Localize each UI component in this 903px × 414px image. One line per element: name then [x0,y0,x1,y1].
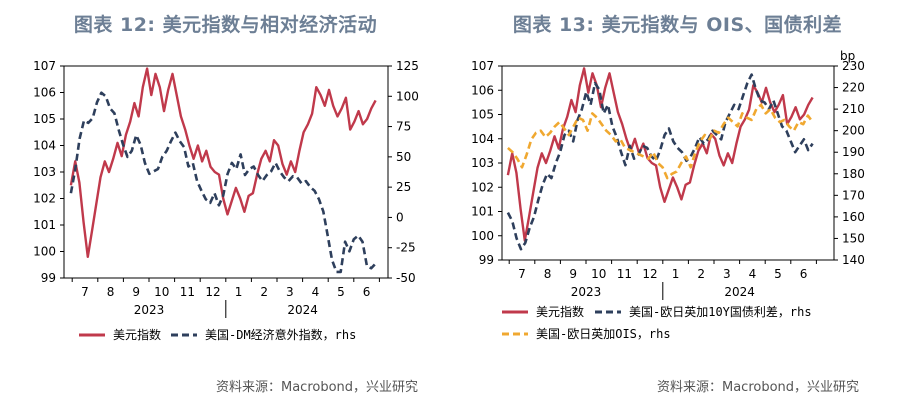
left-x-tick-label: 7 [81,285,89,299]
left-left-tick-label: 99 [41,271,56,285]
left-year-label: 2023 [134,303,165,317]
left-left-tick-label: 107 [33,59,56,73]
right-left-tick-label: 106 [471,83,494,97]
left-legend-label: 美国-DM经济意外指数，rhs [205,327,356,342]
right-x-tick-label: 12 [642,267,657,281]
right-left-tick-label: 102 [471,180,494,194]
left-x-tick-label: 6 [363,285,371,299]
left-right-tick-label: 100 [396,89,419,103]
right-series-line-2 [507,103,814,180]
left-source-note: 资料来源：Macrobond，兴业研究 [216,380,419,395]
left-right-tick-label: -50 [396,271,416,285]
left-x-tick-label: 11 [180,285,195,299]
right-legend-label: 美国-欧日英加10Y国债利差，rhs [629,305,812,319]
right-x-tick-label: 1 [672,267,680,281]
right-x-tick-label: 8 [544,267,552,281]
left-right-tick-label: 50 [396,150,411,164]
left-year-label: 2024 [287,303,318,317]
left-chart-panel: 图表 12: 美元指数与相对经济活动 107 106 105 104 103 102 101… [0,0,451,414]
right-left-tick-label: 105 [471,108,494,122]
left-x-tick-label: 9 [132,285,140,299]
left-x-tick-label: 4 [312,285,320,299]
right-right-tick-label: 200 [842,124,865,138]
right-series-line-0 [506,67,814,242]
right-right-tick-label: 220 [842,81,865,95]
right-right-tick-label: 160 [842,210,865,224]
right-left-tick-label: 100 [471,229,494,243]
right-year-label: 2023 [571,285,602,299]
left-left-tick-label: 103 [33,165,56,179]
right-x-tick-label: 10 [591,267,606,281]
right-x-tick-label: 5 [774,267,782,281]
left-x-tick-label: 3 [286,285,294,299]
left-left-tick-label: 100 [33,245,56,259]
left-plot-frame [63,65,389,279]
left-x-tick-label: 10 [154,285,169,299]
right-right-tick-label: 230 [842,59,865,73]
right-source-note: 资料来源：Macrobond，兴业研究 [657,380,860,395]
left-series-line-0 [69,67,377,258]
right-plot-frame [501,65,835,261]
left-right-tick-label: 125 [396,59,419,73]
left-series-line-1 [69,91,377,274]
left-left-tick-label: 105 [33,112,56,126]
left-x-tick-label: 5 [337,285,345,299]
right-x-tick-label: 3 [723,267,731,281]
right-year-label: 2024 [724,285,755,299]
right-right-tick-label: 190 [842,145,865,159]
right-x-tick-label: 4 [749,267,757,281]
right-legend-label: 美国-欧日英加OIS，rhs [536,327,671,341]
right-chart-svg: 1071061051041031021011009923022021020019… [471,49,865,341]
left-x-tick-label: 1 [235,285,243,299]
right-left-tick-label: 101 [471,205,494,219]
right-right-tick-label: 180 [842,167,865,181]
left-left-tick-label: 106 [33,86,56,100]
right-right-axis-unit: bp [840,49,855,63]
right-right-tick-label: 210 [842,102,865,116]
left-x-tick-label: 2 [260,285,268,299]
right-left-tick-label: 103 [471,156,494,170]
right-right-tick-label: 170 [842,188,865,202]
right-chart-title: 图表 13: 美元指数与 OIS、国债利差 [512,14,843,36]
left-left-tick-label: 102 [33,192,56,206]
right-x-tick-label: 6 [800,267,808,281]
right-chart-panel: 图表 13: 美元指数与 OIS、国债利差 107 106 105 104 103 102… [452,0,903,414]
right-left-tick-label: 99 [479,253,494,267]
right-legend-label: 美元指数 [536,304,584,319]
right-left-tick-label: 107 [471,59,494,73]
right-x-tick-label: 11 [617,267,632,281]
right-series-line-1 [506,73,814,251]
right-x-tick-label: 7 [518,267,526,281]
left-chart-svg: 107106105104103102101100991251007550250-… [33,59,419,342]
right-right-tick-label: 150 [842,231,865,245]
left-x-tick-label: 8 [107,285,115,299]
left-right-tick-label: -25 [396,241,416,255]
right-x-tick-label: 9 [569,267,577,281]
left-right-tick-label: 25 [396,180,411,194]
left-right-tick-label: 0 [396,210,404,224]
right-left-tick-label: 104 [471,132,494,146]
right-right-tick-label: 140 [842,253,865,267]
left-right-tick-label: 75 [396,120,411,134]
left-chart-title: 图表 12: 美元指数与相对经济活动 [73,14,378,36]
left-legend-label: 美元指数 [113,327,161,342]
left-left-tick-label: 101 [33,218,56,232]
left-left-tick-label: 104 [33,139,56,153]
right-x-tick-label: 2 [697,267,705,281]
left-x-tick-label: 12 [205,285,220,299]
